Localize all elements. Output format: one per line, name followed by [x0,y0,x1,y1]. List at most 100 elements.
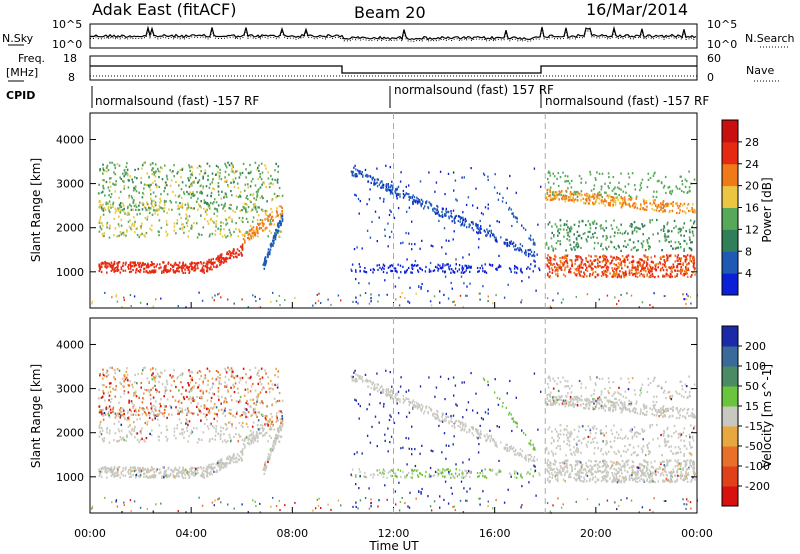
power-point [230,170,233,173]
velocity-point [254,366,257,369]
velocity-point [269,418,271,421]
power-point [665,203,667,206]
cpid-label: CPID [6,89,35,102]
power-point [511,224,513,228]
power-point [203,199,206,202]
power-point [646,240,649,243]
power-point [662,210,665,213]
velocity-point [228,421,230,424]
power-point [216,265,219,268]
velocity-point [253,436,256,439]
power-point [215,223,217,226]
power-point [225,164,227,167]
power-point [590,236,592,239]
power-point [529,237,531,240]
power-point [605,275,608,278]
velocity-point [172,474,175,477]
velocity-point [278,431,280,434]
power-point [642,207,644,210]
power-point [402,241,404,244]
velocity-point [105,408,107,411]
velocity-point [119,407,122,410]
velocity-point [154,384,156,387]
velocity-point [163,476,165,479]
power-point [236,170,239,173]
velocity-point [166,383,169,386]
power-point [132,199,135,202]
velocity-point [272,388,274,391]
power-point [570,194,572,197]
power-point [116,267,119,270]
velocity-point [102,412,105,415]
power-point [666,221,669,224]
power-point [464,217,467,220]
velocity-point [99,411,101,414]
power-point [555,191,558,194]
velocity-point [236,453,239,456]
velocity-point [244,412,247,415]
power-point [631,230,634,233]
velocity-point [202,382,204,385]
velocity-point [270,412,272,416]
velocity-point [122,409,125,412]
power-point [370,300,372,303]
power-point [273,223,276,226]
power-point [102,209,105,212]
power-point [178,184,180,187]
power-point [154,195,157,198]
power-point [181,270,183,273]
power-point [278,186,281,190]
power-point [114,211,117,214]
power-point [106,223,108,226]
velocity-point [202,469,205,472]
velocity-point [265,431,268,434]
power-point [118,203,121,206]
power-point [629,269,631,272]
power-point [357,197,360,201]
power-point [593,259,595,262]
power-point [693,268,696,271]
power-point [263,260,266,263]
velocity-point [153,471,156,474]
power-point [143,187,145,190]
power-point [254,161,257,164]
velocity-point [534,448,536,451]
velocity-point [247,425,249,429]
power-point [562,197,565,200]
power-point [208,258,210,261]
power-point [211,181,213,184]
power-point [182,261,184,264]
power-point [268,229,271,232]
power-point [389,166,391,169]
power-point [197,208,199,211]
power-point [453,271,456,274]
velocity-point [128,430,131,433]
power-point [386,189,388,192]
velocity-point [154,414,156,417]
power-point [394,190,396,193]
power-point [534,242,536,245]
power-point [102,172,104,175]
velocity-point [173,369,175,372]
power-point [206,194,209,197]
velocity-point [147,469,149,472]
power-point [693,257,695,260]
power-point [461,269,464,272]
power-point [243,207,245,210]
velocity-point [159,411,161,414]
power-point [359,294,362,297]
power-point [281,212,284,215]
power-point [554,254,556,257]
power-colorbar-segment-7 [722,120,738,143]
power-point [460,216,463,219]
power-point [220,178,223,181]
velocity-point [104,470,107,473]
power-point [692,255,695,258]
power-point [576,230,579,233]
power-point [238,253,240,256]
power-point [461,223,464,226]
power-point [207,222,210,225]
power-point [586,269,589,272]
power-point [155,183,157,186]
power-point [360,173,362,176]
